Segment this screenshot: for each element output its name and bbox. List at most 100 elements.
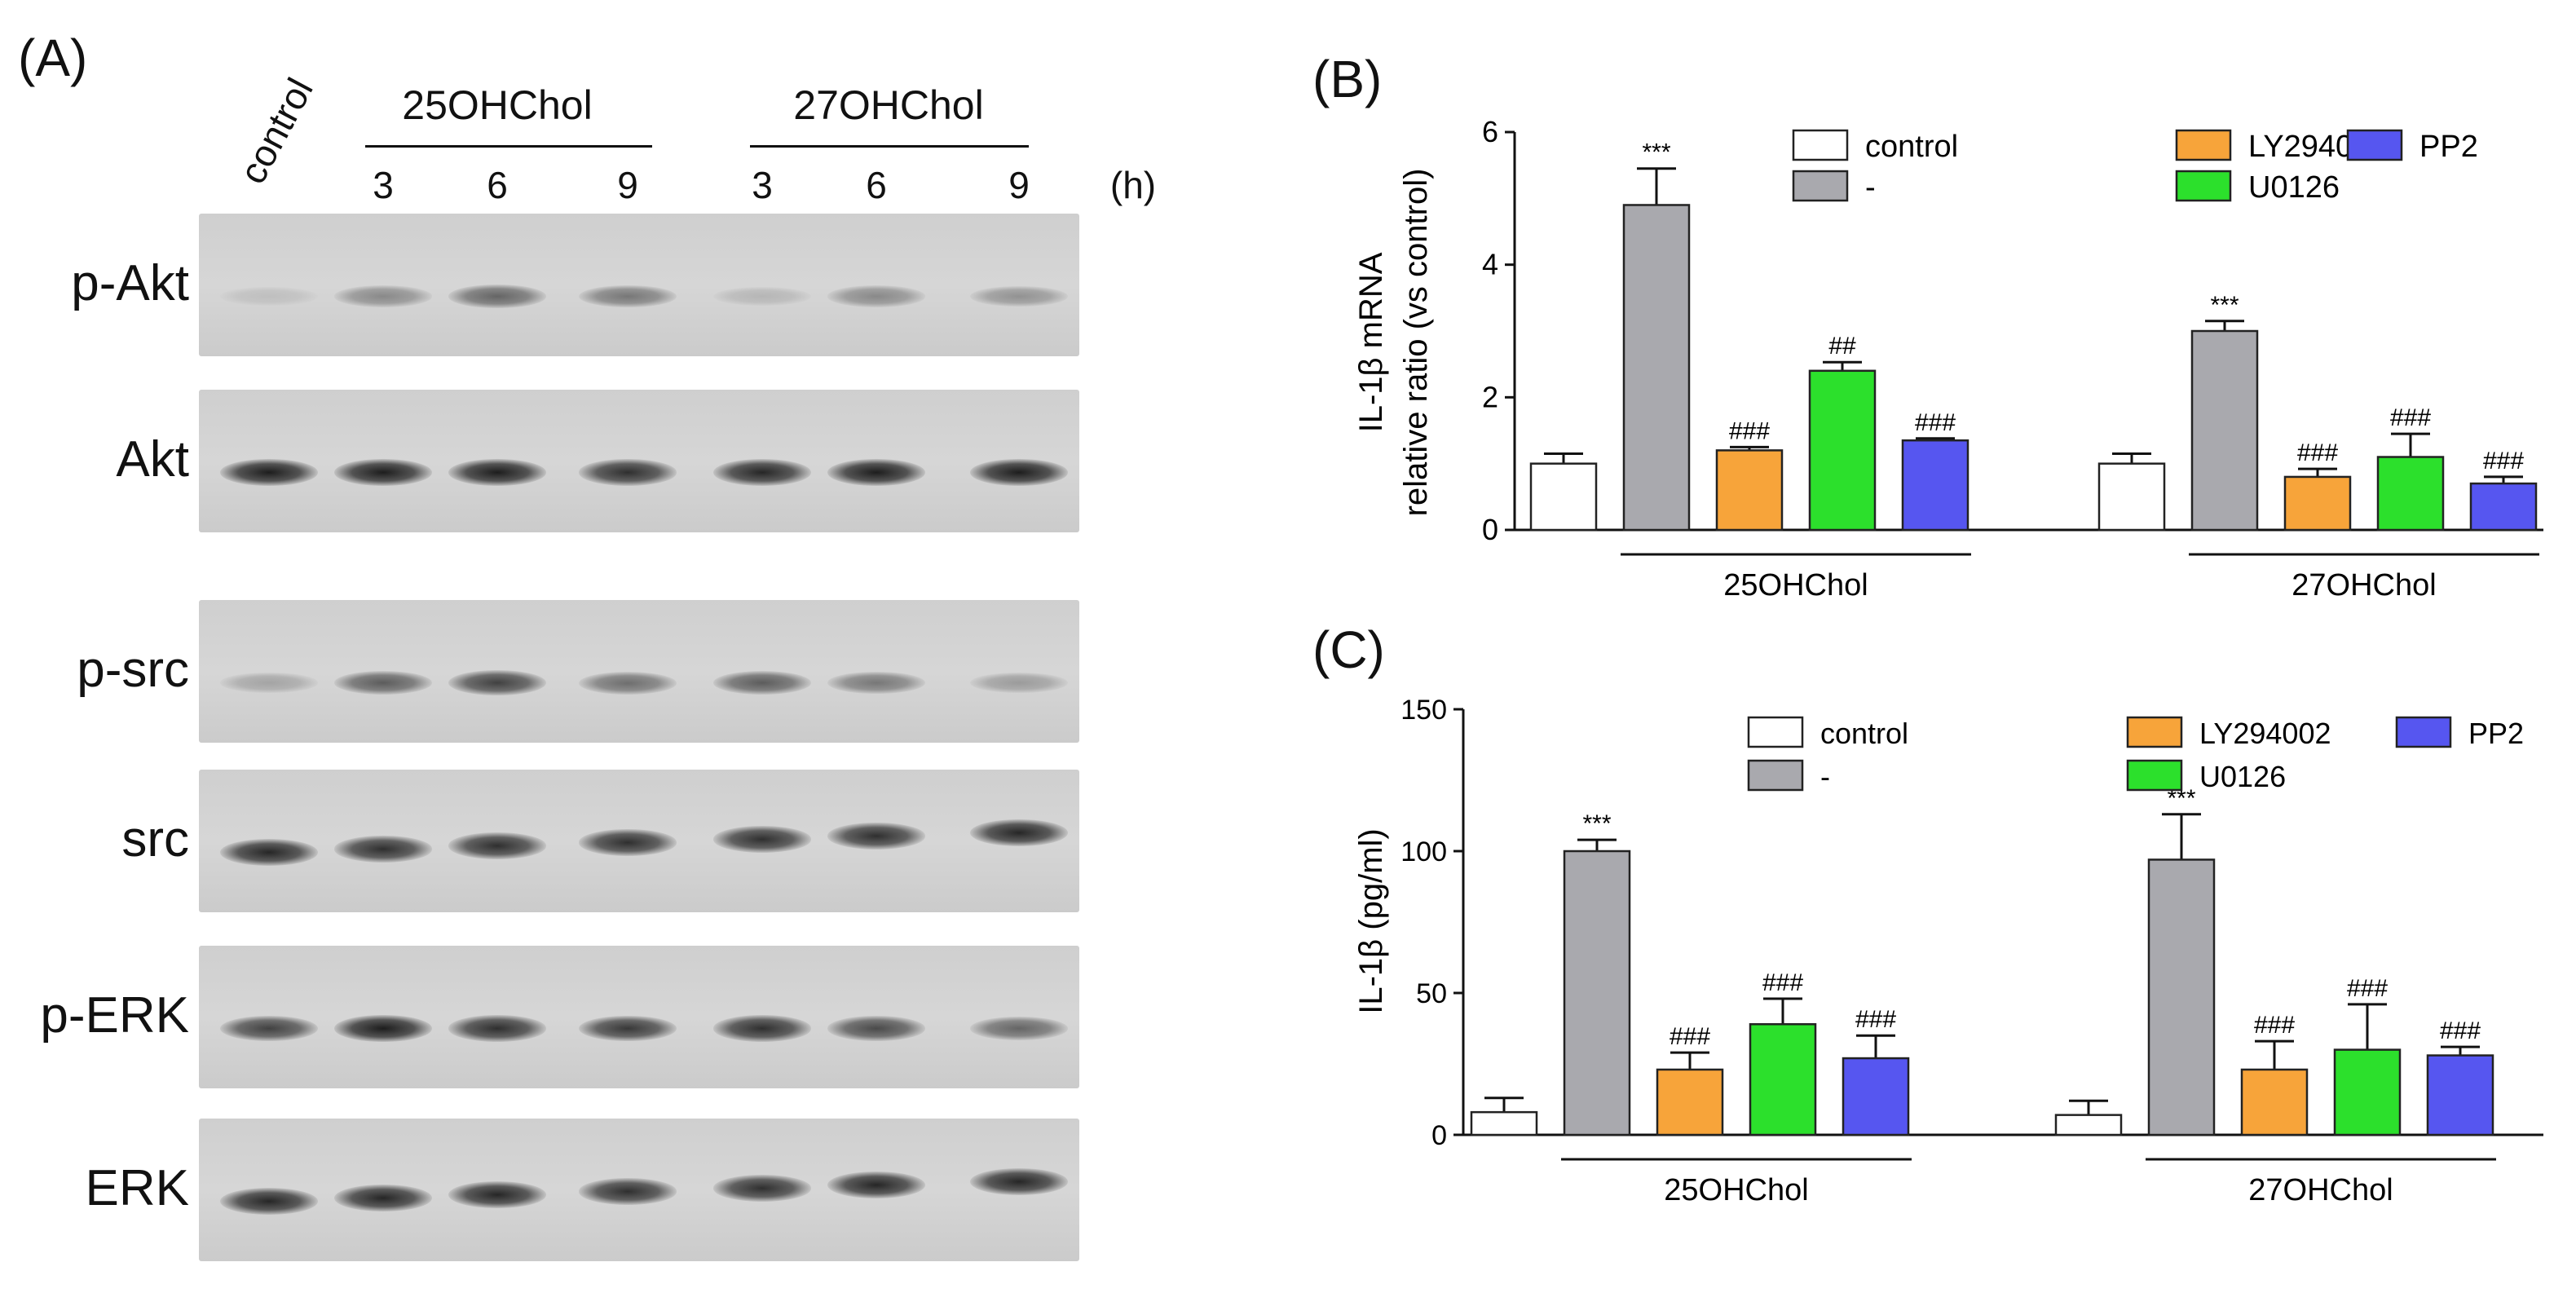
- bar: [1749, 1023, 1817, 1136]
- bar: [1842, 1057, 1910, 1136]
- bar: [2426, 1054, 2494, 1136]
- significance-label: ###: [2483, 448, 2524, 474]
- legend-label: -: [1865, 170, 1876, 205]
- legend-swatch: [2395, 716, 2452, 748]
- blot-band: [827, 823, 925, 849]
- blot-band: [220, 287, 318, 306]
- blot-row-label: p-ERK: [40, 986, 189, 1044]
- blot-row-label: src: [121, 810, 189, 867]
- legend-swatch: [2126, 716, 2183, 748]
- y-tick-label: 100: [1400, 836, 1447, 867]
- y-axis-label: IL-1β mRNA: [1353, 252, 1389, 432]
- y-axis-label: IL-1β (pg/ml): [1353, 828, 1389, 1014]
- legend-label: PP2: [2419, 130, 2478, 164]
- blot-band: [579, 285, 677, 308]
- bar: [2469, 482, 2538, 532]
- legend-swatch: [1747, 759, 1804, 792]
- blot-band: [970, 819, 1068, 846]
- blot-band: [220, 458, 318, 487]
- blot-band: [970, 458, 1068, 487]
- group-label: 27OHChol: [2291, 568, 2436, 602]
- blot-band: [448, 1181, 546, 1208]
- significance-label: ###: [1670, 1023, 1710, 1050]
- blot-band: [448, 458, 546, 487]
- significance-label: ***: [1642, 139, 1670, 166]
- panel-label-a: (A): [18, 29, 88, 87]
- group-label: 27OHChol: [2248, 1173, 2393, 1207]
- blot-band: [334, 285, 432, 307]
- y-axis-label: relative ratio (vs control): [1398, 169, 1434, 517]
- blot-band: [334, 1014, 432, 1043]
- legend-label: control: [1865, 130, 1958, 164]
- legend-swatch: [2175, 170, 2232, 202]
- blot-band: [334, 836, 432, 863]
- y-tick-label: 150: [1400, 695, 1447, 726]
- legend-label: U0126: [2248, 170, 2340, 205]
- bar: [1622, 204, 1691, 532]
- bar: [2097, 462, 2166, 532]
- chart-il1b-mrna: 0 2 4 6 IL-1β mRNA relative ratio (vs control…: [1353, 115, 2543, 602]
- y-tick-label: 0: [1482, 513, 1498, 546]
- significance-label: ###: [2297, 439, 2338, 466]
- legend-label: -: [1820, 760, 1830, 793]
- blot-row-label: p-src: [77, 641, 189, 698]
- lane-label-control: control: [231, 71, 321, 191]
- legend-swatch: [2175, 129, 2232, 161]
- significance-label: ###: [2347, 975, 2388, 1002]
- lane-label-time: 3: [752, 164, 773, 206]
- blot-row-label: Akt: [116, 430, 189, 488]
- bar: [1563, 849, 1631, 1136]
- blot-band: [220, 1016, 318, 1041]
- legend-label: PP2: [2468, 717, 2524, 750]
- blot-band: [579, 1015, 677, 1042]
- bar: [2283, 475, 2352, 532]
- blot-band: [970, 673, 1068, 693]
- blot-row-label: p-Akt: [71, 254, 189, 311]
- blot-band: [827, 671, 925, 695]
- blot-band: [334, 458, 432, 487]
- legend-swatch: [2126, 759, 2183, 792]
- significance-label: ###: [1855, 1006, 1896, 1033]
- western-blot-panel: control 3 6 9 3 6 9 (h) 25OHChol 27OHChol p-Akt Akt…: [0, 0, 1156, 1293]
- bar: [2240, 1068, 2309, 1136]
- significance-label: ##: [1828, 333, 1856, 360]
- significance-label: ###: [1762, 969, 1803, 996]
- blot-band: [334, 1185, 432, 1211]
- blot-band: [579, 1178, 677, 1205]
- blot-band: [827, 285, 925, 307]
- blot-band: [970, 1168, 1068, 1195]
- significance-label: ###: [1729, 417, 1770, 444]
- y-tick-label: 6: [1482, 115, 1498, 148]
- y-tick-label: 4: [1482, 248, 1498, 281]
- blot-band: [448, 670, 546, 695]
- blot-group-line: [750, 145, 1029, 148]
- significance-label: ***: [1582, 810, 1611, 837]
- blot-band: [827, 1016, 925, 1041]
- bar: [2147, 858, 2216, 1136]
- legend-swatch: [1747, 716, 1804, 748]
- blot-band: [448, 285, 546, 308]
- blot-band: [220, 673, 318, 693]
- panel-label-b: (B): [1312, 50, 1383, 108]
- blot-band: [713, 286, 811, 307]
- lane-label-time: 9: [617, 164, 638, 206]
- legend-swatch: [1792, 129, 1849, 161]
- y-tick-label: 50: [1416, 978, 1447, 1009]
- blot-band: [970, 1017, 1068, 1040]
- blot-band: [827, 458, 925, 487]
- group-label: 25OHChol: [1723, 568, 1868, 602]
- blot-group-label: 27OHChol: [793, 82, 984, 128]
- significance-label: ***: [2210, 292, 2239, 319]
- blot-band: [970, 285, 1068, 307]
- blot-band: [713, 826, 811, 853]
- significance-label: ###: [1915, 409, 1956, 436]
- legend-swatch: [2346, 129, 2403, 161]
- bar: [2190, 329, 2259, 532]
- panel-label-c: (C): [1312, 620, 1385, 679]
- blot-band: [713, 459, 811, 486]
- blot-group-line: [365, 145, 652, 148]
- bar: [1656, 1068, 1724, 1136]
- significance-label: ###: [2254, 1012, 2295, 1039]
- bar: [2054, 1114, 2123, 1136]
- bar: [1808, 369, 1877, 532]
